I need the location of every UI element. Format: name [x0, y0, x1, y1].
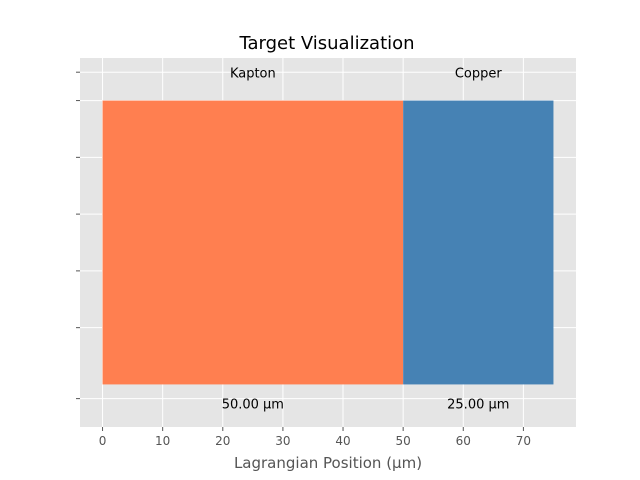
x-tick-label: 60 [456, 434, 471, 448]
layer-bar-copper [403, 100, 554, 385]
layer-thickness-label: 50.00 µm [222, 397, 284, 412]
layer-thickness-label: 25.00 µm [447, 397, 509, 412]
layer-name-label: Kapton [230, 67, 276, 82]
x-tick-label: 0 [99, 434, 107, 448]
x-tick-label: 10 [155, 434, 170, 448]
x-axis-ticks: 0 10 20 30 40 50 60 70 [76, 71, 531, 448]
layer-bars [102, 100, 554, 385]
x-tick-label: 40 [335, 434, 350, 448]
x-tick-label: 20 [215, 434, 230, 448]
layer-name-label: Copper [455, 67, 503, 82]
x-tick-label: 30 [275, 434, 290, 448]
chart-title: Target Visualization [238, 33, 414, 54]
layer-labels: Kapton 50.00 µm Copper 25.00 µm [222, 67, 510, 413]
x-tick-label: 70 [516, 434, 531, 448]
x-axis-label: Lagrangian Position (µm) [234, 454, 422, 472]
layer-bar-kapton [102, 100, 404, 385]
x-tick-label: 50 [396, 434, 411, 448]
